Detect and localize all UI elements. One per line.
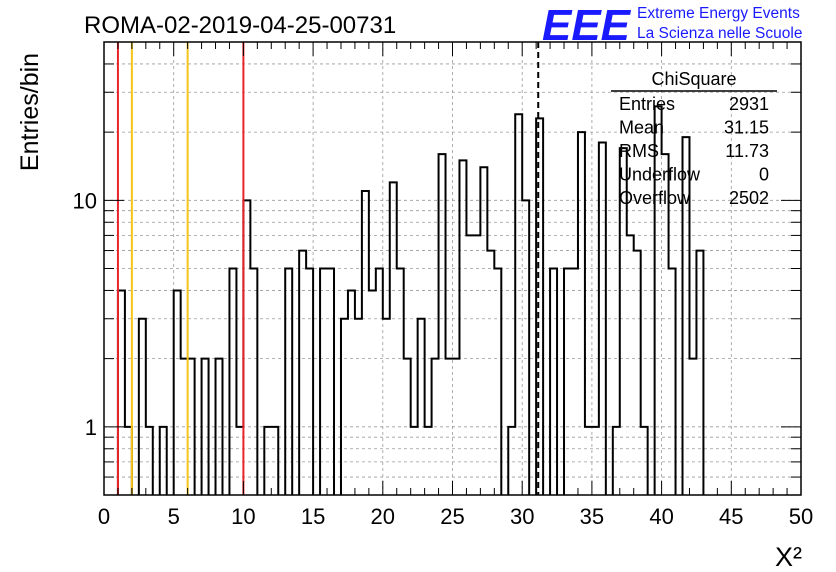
plot-frame xyxy=(103,41,802,496)
stats-row-value: 0 xyxy=(759,165,769,185)
x-tick-labels: 0 5 10 15 20 25 30 35 40 45 50 xyxy=(98,504,813,529)
x-tick-label: 15 xyxy=(301,504,325,529)
x-tick-label: 35 xyxy=(580,504,604,529)
stats-row-label: Underflow xyxy=(619,165,701,185)
stats-row-label: RMS xyxy=(619,141,659,161)
eee-logo-mark: EEE xyxy=(542,1,632,50)
histogram-bin xyxy=(696,251,703,535)
stats-row-value: 11.73 xyxy=(725,141,769,161)
stats-row-value: 2931 xyxy=(729,94,769,114)
histogram-bin xyxy=(522,200,529,535)
stats-row-value: 2502 xyxy=(729,188,769,208)
x-tick-label: 25 xyxy=(440,504,464,529)
x-axis-label: Χ² xyxy=(775,542,802,572)
histogram-bin xyxy=(515,114,522,535)
histogram-outline xyxy=(116,105,705,495)
stats-title: ChiSquare xyxy=(651,69,736,89)
x-tick-label: 30 xyxy=(510,504,534,529)
histogram-bin xyxy=(634,251,641,535)
histogram-bin xyxy=(599,142,606,535)
grid xyxy=(104,41,801,496)
histogram-bin xyxy=(299,251,306,535)
histogram-bin xyxy=(362,191,369,535)
x-tick-label: 50 xyxy=(789,504,813,529)
histogram-bin xyxy=(459,160,466,535)
histogram-bin xyxy=(390,182,397,535)
stats-row-label: Entries xyxy=(619,94,675,114)
x-tick-label: 40 xyxy=(649,504,673,529)
histogram-bin xyxy=(243,200,250,535)
histogram-bin xyxy=(578,132,585,535)
x-tick-label: 5 xyxy=(168,504,180,529)
eee-logo-line1: Extreme Energy Events xyxy=(637,5,800,22)
y-tick-labels: 1 10 xyxy=(73,188,97,440)
histogram-bin xyxy=(662,154,669,535)
eee-logo-line2: La Scienza nelle Scuole xyxy=(637,25,802,42)
stats-row-label: Overflow xyxy=(619,188,691,208)
stats-box: ChiSquare Entries 2931 Mean 31.15 RMS 11.73 Un… xyxy=(611,69,777,208)
histogram-bin xyxy=(536,118,543,535)
histogram-bin xyxy=(627,235,634,535)
eee-logo: EEE Extreme Energy Events La Scienza nel… xyxy=(542,1,802,50)
histogram-bin xyxy=(480,167,487,535)
x-tick-label: 0 xyxy=(98,504,110,529)
y-tick-label: 1 xyxy=(85,415,97,440)
histogram-bin xyxy=(439,154,446,535)
histogram-bin xyxy=(487,251,494,535)
stats-row-value: 31.15 xyxy=(724,118,769,138)
x-tick-label: 20 xyxy=(371,504,395,529)
y-axis-label: Entries/bin xyxy=(16,53,44,171)
stats-rows: Entries 2931 Mean 31.15 RMS 11.73 Underflow 0 Ov… xyxy=(619,94,769,208)
chart-title: ROMA-02-2019-04-25-00731 xyxy=(84,12,396,39)
stats-row-label: Mean xyxy=(619,118,664,138)
threshold-lines xyxy=(116,42,540,495)
histogram-bin xyxy=(466,235,473,535)
x-tick-label: 10 xyxy=(231,504,255,529)
histogram xyxy=(116,105,705,535)
x-tick-label: 45 xyxy=(719,504,743,529)
y-tick-label: 10 xyxy=(73,188,97,213)
histogram-bin xyxy=(473,235,480,535)
